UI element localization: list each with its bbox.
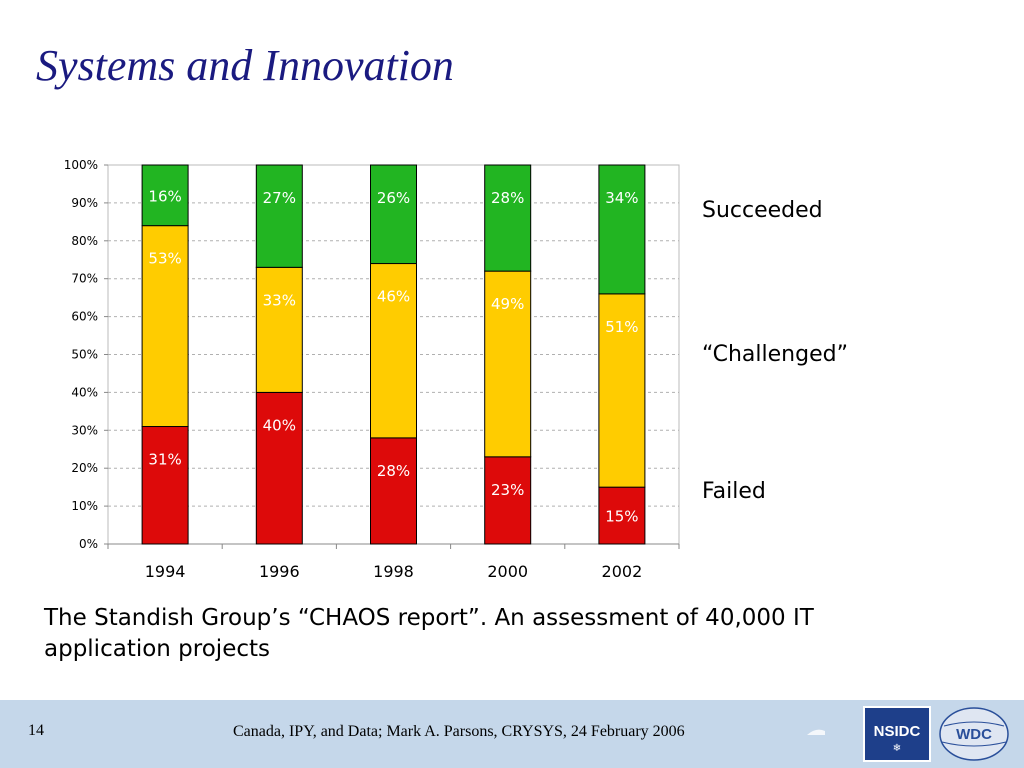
x-tick-label: 1996	[259, 562, 300, 581]
x-tick-label: 2002	[602, 562, 643, 581]
bar-segment	[485, 457, 531, 544]
x-tick-label: 2000	[487, 562, 528, 581]
y-tick-label: 30%	[71, 423, 98, 437]
y-tick-label: 20%	[71, 461, 98, 475]
y-tick-label: 80%	[71, 234, 98, 248]
x-tick-label: 1994	[145, 562, 186, 581]
footer-credit: Canada, IPY, and Data; Mark A. Parsons, …	[233, 723, 685, 741]
data-label: 40%	[263, 416, 296, 434]
data-label: 27%	[263, 189, 296, 207]
data-label: 53%	[148, 250, 181, 268]
data-label: 16%	[148, 187, 181, 205]
data-label: 28%	[491, 189, 524, 207]
stacked-bar-chart: 0% 10% 20% 30% 40% 50% 60% 70% 80% 90% 100% 1994 31%…	[0, 0, 1024, 600]
data-label: 51%	[605, 318, 638, 336]
y-tick-label: 60%	[71, 310, 98, 324]
caption: The Standish Group’s “CHAOS report”. An …	[44, 603, 944, 665]
page-number: 14	[28, 722, 44, 740]
footer-bar: 14 Canada, IPY, and Data; Mark A. Parson…	[0, 700, 1024, 768]
data-label: 33%	[263, 291, 296, 309]
svg-text:❄: ❄	[893, 743, 901, 754]
x-tick-label: 1998	[373, 562, 414, 581]
data-label: 28%	[377, 462, 410, 480]
wdc-logo: WDC	[938, 706, 1010, 762]
bar-segment	[256, 267, 302, 392]
wdc-logo-text: WDC	[956, 726, 992, 743]
bar-segment	[485, 165, 531, 271]
swoosh-icon	[806, 727, 826, 737]
y-tick-label: 100%	[64, 158, 98, 172]
y-tick-label: 50%	[71, 348, 98, 362]
bar-segment	[371, 438, 417, 544]
bar-segment	[256, 392, 302, 544]
y-tick-label: 90%	[71, 196, 98, 210]
data-label: 23%	[491, 481, 524, 499]
bar-segment	[142, 427, 188, 544]
y-tick-label: 0%	[79, 537, 98, 551]
bar-segment	[599, 165, 645, 294]
legend-succeeded: Succeeded	[702, 198, 823, 223]
data-label: 15%	[605, 508, 638, 526]
legend-failed: Failed	[702, 479, 766, 504]
y-tick-label: 10%	[71, 499, 98, 513]
data-label: 34%	[605, 189, 638, 207]
nsidc-logo-text: NSIDC	[874, 723, 921, 740]
y-tick-label: 40%	[71, 385, 98, 399]
legend-challenged: “Challenged”	[702, 342, 848, 367]
data-label: 46%	[377, 288, 410, 306]
data-label: 31%	[148, 451, 181, 469]
data-label: 26%	[377, 189, 410, 207]
bar-segment	[256, 165, 302, 267]
data-label: 49%	[491, 295, 524, 313]
y-tick-label: 70%	[71, 272, 98, 286]
bar-segment	[371, 165, 417, 264]
nsidc-logo: NSIDC ❄	[863, 706, 931, 762]
